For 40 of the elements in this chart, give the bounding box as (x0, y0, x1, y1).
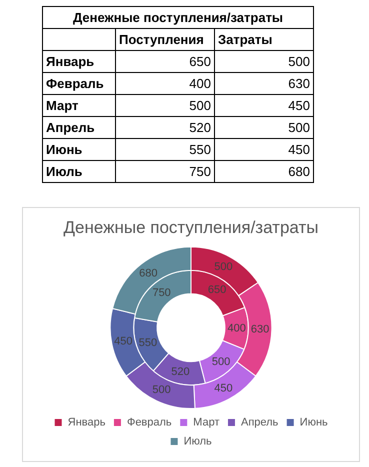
legend-label: Июнь (300, 416, 328, 429)
legend-label: Январь (68, 416, 106, 429)
data-label: 500 (152, 384, 171, 396)
chart-title: Денежные поступления/затраты (63, 218, 319, 237)
data-label: 750 (152, 286, 171, 299)
text: Денежные поступления/затраты (42, 6, 314, 28)
data-label: 630 (250, 323, 270, 336)
data-label: 450 (214, 382, 233, 395)
data-label: 520 (116, 116, 214, 138)
data-label: 500 (116, 94, 214, 116)
data-label: 680 (214, 160, 314, 182)
data-label: 500 (214, 50, 314, 72)
data-label: 520 (171, 366, 190, 378)
category-label: Июль (42, 160, 116, 182)
legend-label: Апрель (240, 416, 279, 429)
legend-label: Март (193, 416, 220, 429)
category-label: Июнь (42, 138, 116, 160)
text: Поступления (116, 28, 214, 50)
category-label: Январь (42, 50, 116, 72)
data-label: 400 (227, 322, 246, 334)
data-label: 680 (139, 267, 158, 280)
data-label: 500 (214, 116, 314, 138)
data-label: 400 (116, 72, 214, 94)
category-label: Март (42, 94, 116, 116)
data-label: 650 (208, 284, 226, 296)
data-label: 500 (212, 356, 230, 368)
legend-label: Июль (184, 436, 212, 448)
text: Затраты (214, 28, 314, 50)
legend-label: Февраль (126, 416, 172, 429)
data-label: 550 (138, 336, 158, 349)
data-label: 650 (116, 50, 214, 72)
data-label: 550 (116, 138, 214, 160)
data-label: 450 (114, 336, 132, 348)
data-label: 500 (214, 260, 233, 273)
data-label: 450 (214, 138, 314, 160)
data-label: 750 (116, 160, 214, 182)
category-label: Февраль (42, 72, 116, 94)
category-label: Апрель (42, 116, 116, 138)
data-label: 450 (214, 94, 314, 116)
data-label: 630 (214, 72, 314, 94)
